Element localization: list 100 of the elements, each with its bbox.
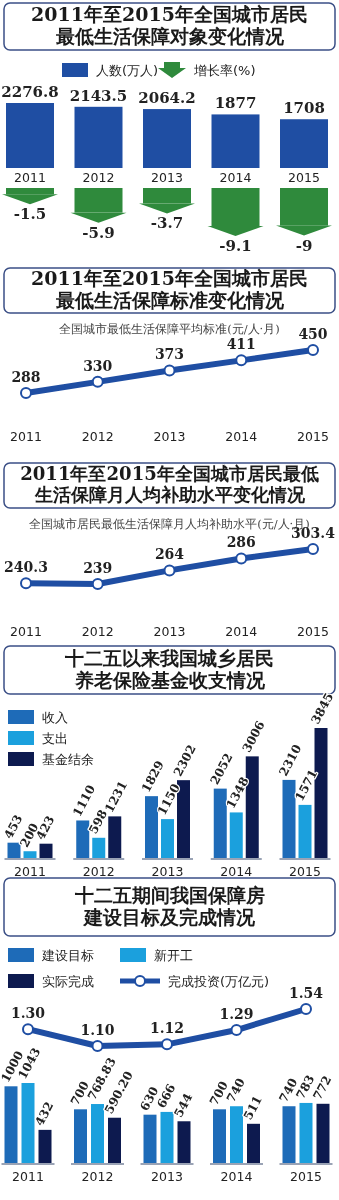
data-label: 450: [298, 326, 328, 342]
bar: [280, 119, 328, 168]
bar: [298, 804, 312, 858]
x-tick-label: 2012: [81, 1169, 114, 1184]
data-label: 1.10: [80, 1022, 115, 1038]
bar: [4, 1086, 18, 1163]
x-tick-label: 2011: [14, 864, 46, 879]
legend-label: 基金结余: [42, 752, 94, 767]
point: [230, 1024, 243, 1037]
x-tick-label: 2014: [220, 1169, 253, 1184]
data-label: 2143.5: [69, 86, 128, 105]
data-label: 1708: [283, 99, 325, 118]
bar: [23, 851, 37, 858]
x-tick-label: 2014: [220, 864, 253, 879]
bar: [108, 816, 122, 858]
x-tick-label: 2012: [81, 624, 114, 639]
data-label: -9: [295, 236, 313, 255]
data-label: 1.29: [219, 1006, 254, 1023]
data-label: 264: [154, 546, 185, 563]
data-label: 288: [11, 369, 41, 385]
x-tick-label: 2011: [14, 170, 46, 185]
point: [22, 1023, 34, 1036]
point: [20, 387, 32, 399]
chart-title: 十二五以来我国城乡居民养老保险基金收支情况: [64, 646, 274, 691]
legend-label: 实际完成: [42, 974, 94, 989]
bar: [74, 1109, 87, 1163]
bar: [145, 796, 158, 858]
bar: [230, 1106, 243, 1163]
bar: [108, 1117, 121, 1163]
x-tick-label: 2015: [290, 1169, 322, 1184]
legend-label: 完成投资(万亿元): [168, 974, 270, 989]
bar: [74, 106, 123, 168]
chart-title: 2011年至2015年全国城市居民最低生活保障标准变化情况: [31, 267, 308, 312]
data-label: -9.1: [219, 237, 252, 255]
point: [91, 578, 104, 590]
point: [91, 1040, 104, 1052]
bar: [7, 842, 21, 858]
data-label: 1.30: [10, 1005, 46, 1022]
x-tick-label: 2011: [10, 624, 42, 639]
data-label: 286: [226, 534, 256, 551]
data-label: 240.3: [4, 559, 48, 576]
x-tick-label: 2013: [153, 429, 186, 444]
bar: [76, 820, 90, 858]
data-label: 2276.8: [1, 83, 59, 101]
bar: [160, 1111, 174, 1163]
data-label: 239: [83, 560, 113, 576]
x-tick-label: 2015: [297, 624, 329, 639]
bar: [143, 109, 191, 168]
data-label: 1.12: [149, 1020, 185, 1037]
data-label: 1877: [214, 94, 257, 113]
x-tick-label: 2014: [225, 429, 258, 444]
x-tick-label: 2015: [288, 170, 320, 185]
data-label: 432: [32, 1099, 57, 1129]
bar: [316, 1103, 330, 1163]
legend-label: 新开工: [154, 948, 193, 963]
data-label: 411: [226, 336, 256, 353]
legend-label: 增长率(%): [193, 63, 256, 78]
x-tick-label: 2011: [12, 1169, 44, 1184]
x-tick-label: 2015: [289, 864, 321, 879]
point: [307, 543, 319, 555]
x-tick-label: 2014: [219, 170, 252, 185]
point: [163, 364, 176, 377]
x-tick-label: 2011: [10, 429, 42, 444]
bar: [213, 788, 227, 858]
bar: [38, 1129, 52, 1163]
legend-label: 人数(万人): [96, 63, 159, 78]
bar: [161, 819, 174, 858]
bar: [177, 780, 190, 858]
legend-label: 建设目标: [41, 948, 94, 963]
bar: [282, 1106, 296, 1163]
point: [235, 552, 248, 565]
chart-title: 十二五期间我国保障房建设目标及完成情况: [73, 883, 265, 928]
bar: [299, 1102, 313, 1163]
x-tick-label: 2013: [153, 624, 186, 639]
bar: [21, 1083, 35, 1163]
x-tick-label: 2012: [82, 864, 115, 879]
legend-label: 收入: [42, 710, 68, 725]
chart-subtitle: 全国城市最低生活保障平均标准(元/人·月): [59, 322, 280, 336]
x-tick-label: 2013: [151, 864, 184, 879]
data-label: -3.7: [150, 214, 184, 233]
bar: [211, 114, 260, 168]
bar: [177, 1121, 191, 1163]
point: [20, 577, 32, 590]
x-tick-label: 2014: [225, 624, 258, 639]
point: [300, 1003, 312, 1015]
data-label: 373: [154, 346, 185, 363]
point: [163, 564, 176, 577]
point: [91, 375, 104, 388]
bar: [213, 1109, 226, 1163]
data-label: 330: [83, 357, 113, 374]
bar: [39, 843, 53, 858]
x-tick-label: 2013: [151, 170, 183, 185]
data-label: -5.9: [82, 223, 115, 242]
data-label: 1.54: [288, 985, 324, 1001]
bar: [91, 1104, 104, 1163]
bar: [92, 837, 106, 858]
legend-label: 支出: [42, 731, 68, 746]
bar: [282, 779, 296, 858]
x-tick-label: 2012: [81, 429, 114, 444]
x-tick-label: 2012: [82, 170, 115, 185]
